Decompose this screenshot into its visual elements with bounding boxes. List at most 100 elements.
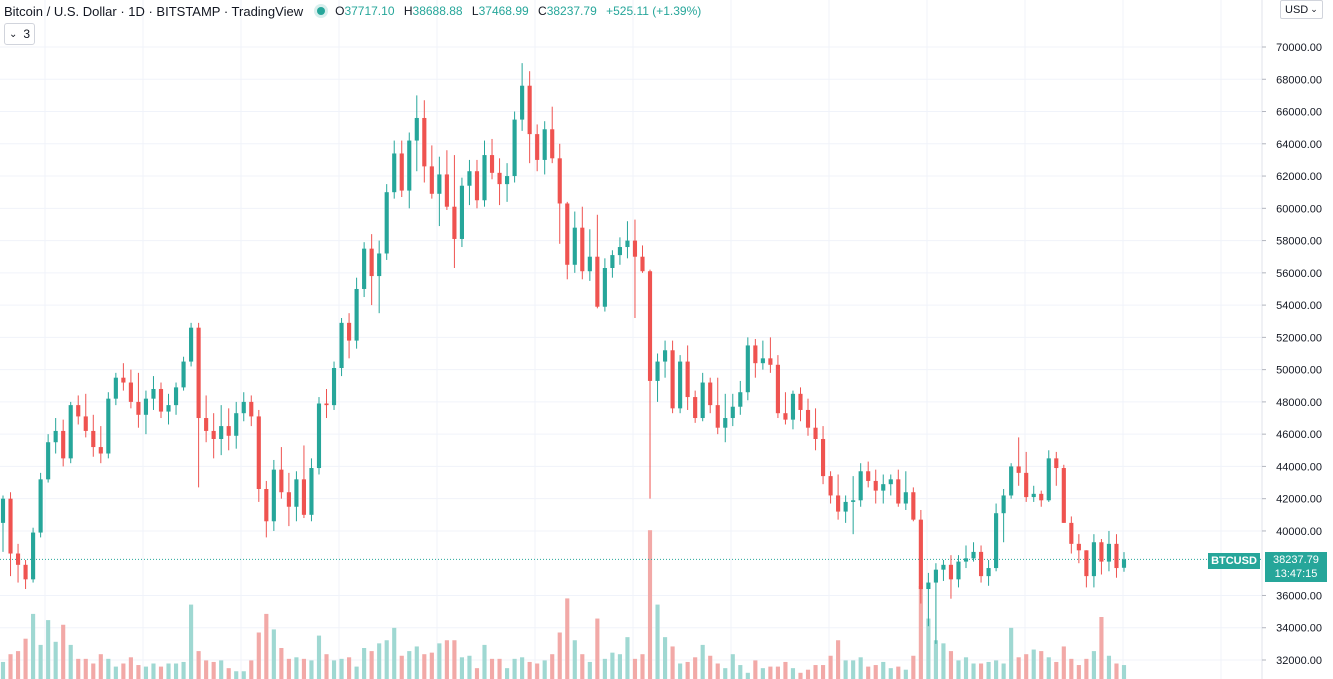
volume-bar bbox=[53, 641, 58, 679]
candle-body bbox=[678, 361, 683, 409]
volume-bar bbox=[1054, 661, 1059, 679]
volume-bar bbox=[1024, 654, 1029, 679]
candle-body bbox=[279, 469, 284, 493]
candle-body bbox=[610, 255, 615, 269]
volume-bar bbox=[316, 635, 322, 679]
candle-body bbox=[948, 564, 954, 580]
indicators-collapse-button[interactable]: ⌄ 3 bbox=[4, 23, 36, 45]
volume-bar bbox=[971, 663, 976, 679]
candle-body bbox=[98, 447, 103, 454]
candle-body bbox=[798, 393, 803, 410]
volume-bar bbox=[1009, 627, 1014, 679]
chart-legend: Bitcoin / U.S. Dollar · 1D · BITSTAMP · … bbox=[4, 2, 707, 20]
volume-bar bbox=[8, 654, 13, 679]
candle-body bbox=[1031, 493, 1036, 498]
candle-body bbox=[422, 117, 427, 167]
volume-bar bbox=[836, 640, 841, 679]
volume-bar bbox=[602, 658, 607, 679]
candle-body bbox=[700, 382, 705, 419]
volume-bar bbox=[106, 658, 111, 679]
candle-body bbox=[407, 140, 412, 191]
volume-bar bbox=[31, 613, 36, 679]
volume-bar bbox=[790, 668, 796, 679]
volume-bar bbox=[670, 646, 675, 679]
indicator-count: 3 bbox=[23, 27, 31, 41]
price-tick-label: 52000.00 bbox=[1276, 332, 1322, 344]
currency-button[interactable]: USD ⌄ bbox=[1280, 0, 1323, 19]
volume-bar bbox=[347, 657, 352, 679]
volume-bar bbox=[956, 660, 961, 679]
candle-body bbox=[617, 247, 622, 256]
candle-body bbox=[805, 409, 811, 428]
volume-bar bbox=[219, 660, 224, 679]
market-status-icon[interactable] bbox=[317, 7, 326, 15]
volume-bar bbox=[189, 604, 194, 679]
last-price-value: 38237.79 bbox=[1273, 554, 1319, 566]
volume-bar bbox=[896, 666, 901, 679]
volume-bar bbox=[550, 654, 555, 679]
volume-bar bbox=[813, 665, 818, 679]
candle-body bbox=[783, 413, 788, 420]
volume-bar bbox=[948, 651, 954, 679]
candle-body bbox=[136, 401, 141, 415]
volume-bar bbox=[256, 632, 261, 679]
symbol-title: Bitcoin / U.S. Dollar · 1D · BITSTAMP · … bbox=[4, 3, 304, 19]
candle-body bbox=[760, 358, 765, 364]
volume-bar bbox=[128, 657, 133, 679]
candle-body bbox=[828, 476, 833, 496]
volume-bar bbox=[587, 661, 592, 679]
candlestick-series bbox=[0, 63, 1127, 644]
volume-bar bbox=[535, 663, 540, 679]
candle-body bbox=[0, 498, 6, 523]
volume-bar bbox=[963, 657, 969, 679]
volume-bar bbox=[685, 661, 690, 679]
candle-body bbox=[226, 426, 231, 436]
currency-label: USD bbox=[1285, 3, 1309, 16]
volume-bar bbox=[294, 657, 299, 679]
volume-bar bbox=[903, 669, 908, 679]
volume-bar bbox=[783, 661, 788, 679]
candle-body bbox=[1024, 472, 1029, 498]
candle-body bbox=[76, 405, 81, 417]
volume-bar bbox=[1091, 651, 1096, 679]
volume-bar bbox=[723, 668, 728, 679]
volume-bar bbox=[572, 640, 577, 679]
volume-bar bbox=[249, 660, 254, 679]
volume-bar bbox=[745, 672, 750, 679]
volume-bar bbox=[1031, 649, 1036, 679]
volume-bar bbox=[301, 658, 307, 679]
candle-body bbox=[520, 85, 525, 120]
candle-body bbox=[362, 248, 367, 289]
candle-body bbox=[542, 129, 547, 160]
candle-body bbox=[1084, 550, 1089, 577]
volume-bar bbox=[324, 654, 329, 679]
candle-body bbox=[241, 401, 246, 414]
price-tick-label: 44000.00 bbox=[1276, 461, 1322, 473]
candle-body bbox=[836, 495, 841, 512]
volume-bar bbox=[678, 663, 683, 679]
candle-body bbox=[181, 361, 186, 388]
volume-bar bbox=[1076, 665, 1081, 679]
volume-bar bbox=[452, 640, 457, 679]
price-axis[interactable]: 70000.00 68000.00 66000.00 64000.00 62000.00… bbox=[1261, 0, 1322, 679]
volume-bar bbox=[708, 655, 713, 679]
volume-bar bbox=[407, 651, 412, 679]
candle-body bbox=[670, 350, 675, 409]
candle-body bbox=[858, 471, 863, 501]
volume-bar bbox=[866, 666, 871, 679]
volume-bar bbox=[655, 604, 660, 679]
volume-bar bbox=[512, 658, 517, 679]
volume-bar bbox=[76, 658, 81, 679]
volume-bar bbox=[505, 668, 510, 679]
candle-body bbox=[324, 403, 329, 406]
volume-bar bbox=[196, 651, 201, 679]
price-tick-label: 54000.00 bbox=[1276, 300, 1322, 312]
volume-bar bbox=[610, 652, 615, 679]
candle-body bbox=[1061, 468, 1066, 523]
candle-body bbox=[587, 256, 592, 272]
volume-bar bbox=[640, 654, 645, 679]
candle-body bbox=[715, 405, 720, 428]
candle-body bbox=[640, 256, 645, 272]
volume-bar bbox=[15, 651, 21, 679]
